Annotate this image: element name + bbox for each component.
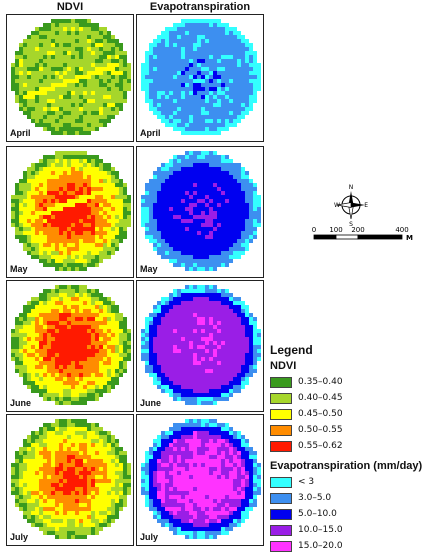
- legend-ndvi-title: NDVI: [270, 360, 297, 372]
- ndvi-swatch: [270, 408, 292, 420]
- panel-et-july: July: [136, 414, 264, 546]
- legend-et-title: Evapotranspiration (mm/day): [270, 460, 422, 472]
- et-legend-item: 10.0–15.0: [270, 522, 420, 538]
- ndvi-swatch: [270, 424, 292, 436]
- et-legend-item: 3.0–5.0: [270, 490, 420, 506]
- ndvi-label: 0.40–0.45: [298, 393, 343, 403]
- et-april-map: [141, 19, 261, 135]
- ndvi-label: 0.55–0.62: [298, 441, 343, 451]
- compass-s: S: [349, 221, 353, 227]
- scale-tick-0: 0: [312, 226, 316, 234]
- et-legend-item: 15.0–20.0: [270, 538, 420, 554]
- ndvi-legend-item: 0.40–0.45: [270, 390, 420, 406]
- et-legend-item: < 3: [270, 474, 420, 490]
- ndvi-may-map: [11, 151, 131, 271]
- et-swatch: [270, 508, 292, 520]
- et-may-map: [141, 151, 261, 271]
- ndvi-july-map: [11, 419, 131, 539]
- et-column-title: Evapotranspiration: [149, 1, 251, 13]
- scale-tick-200: 200: [351, 226, 364, 234]
- et-label: 5.0–10.0: [298, 509, 337, 519]
- scale-tick-100: 100: [329, 226, 342, 234]
- month-label: July: [10, 532, 29, 542]
- month-label: May: [140, 264, 158, 274]
- et-label: 10.0–15.0: [298, 525, 343, 535]
- compass-n: N: [349, 184, 354, 191]
- month-label: June: [140, 398, 162, 408]
- et-label: 3.0–5.0: [298, 493, 332, 503]
- ndvi-legend-item: 0.50–0.55: [270, 422, 420, 438]
- et-legend-item: 5.0–10.0: [270, 506, 420, 522]
- ndvi-label: 0.45–0.50: [298, 409, 343, 419]
- panel-et-april: April: [136, 14, 264, 142]
- ndvi-april-map: [11, 19, 131, 135]
- ndvi-legend-item: 0.55–0.62: [270, 438, 420, 454]
- legend: Legend NDVI 0.35–0.40 0.40–0.45 0.45–0.50 0…: [270, 343, 422, 554]
- panel-ndvi-april: April: [6, 14, 134, 142]
- et-june-map: [141, 285, 261, 405]
- ndvi-column-title: NDVI: [56, 1, 84, 13]
- compass-e: E: [364, 202, 368, 209]
- scale-tick-400: 400: [395, 226, 408, 234]
- north-arrow-icon: N S W E: [334, 184, 368, 227]
- month-label: June: [10, 398, 32, 408]
- panel-ndvi-may: May: [6, 146, 134, 278]
- month-label: May: [10, 264, 28, 274]
- ndvi-label: 0.50–0.55: [298, 425, 343, 435]
- compass-w: W: [334, 202, 340, 209]
- ndvi-swatch: [270, 440, 292, 452]
- et-label: 15.0–20.0: [298, 541, 343, 551]
- ndvi-swatch: [270, 376, 292, 388]
- ndvi-june-map: [11, 285, 131, 405]
- ndvi-legend-item: 0.45–0.50: [270, 406, 420, 422]
- panel-et-june: June: [136, 280, 264, 412]
- et-label: < 3: [298, 477, 315, 487]
- panel-et-may: May: [136, 146, 264, 278]
- legend-title: Legend: [270, 343, 313, 357]
- scale-unit: M: [406, 234, 413, 242]
- et-swatch: [270, 476, 292, 488]
- ndvi-label: 0.35–0.40: [298, 377, 343, 387]
- panel-ndvi-july: July: [6, 414, 134, 546]
- month-label: July: [140, 532, 159, 542]
- ndvi-legend-item: 0.35–0.40: [270, 374, 420, 390]
- et-swatch: [270, 524, 292, 536]
- ndvi-swatch: [270, 392, 292, 404]
- month-label: April: [140, 128, 161, 138]
- scale-bar: 0 100 200 400 M: [312, 226, 413, 242]
- et-swatch: [270, 492, 292, 504]
- et-july-map: [141, 419, 261, 539]
- panel-ndvi-june: June: [6, 280, 134, 412]
- month-label: April: [10, 128, 31, 138]
